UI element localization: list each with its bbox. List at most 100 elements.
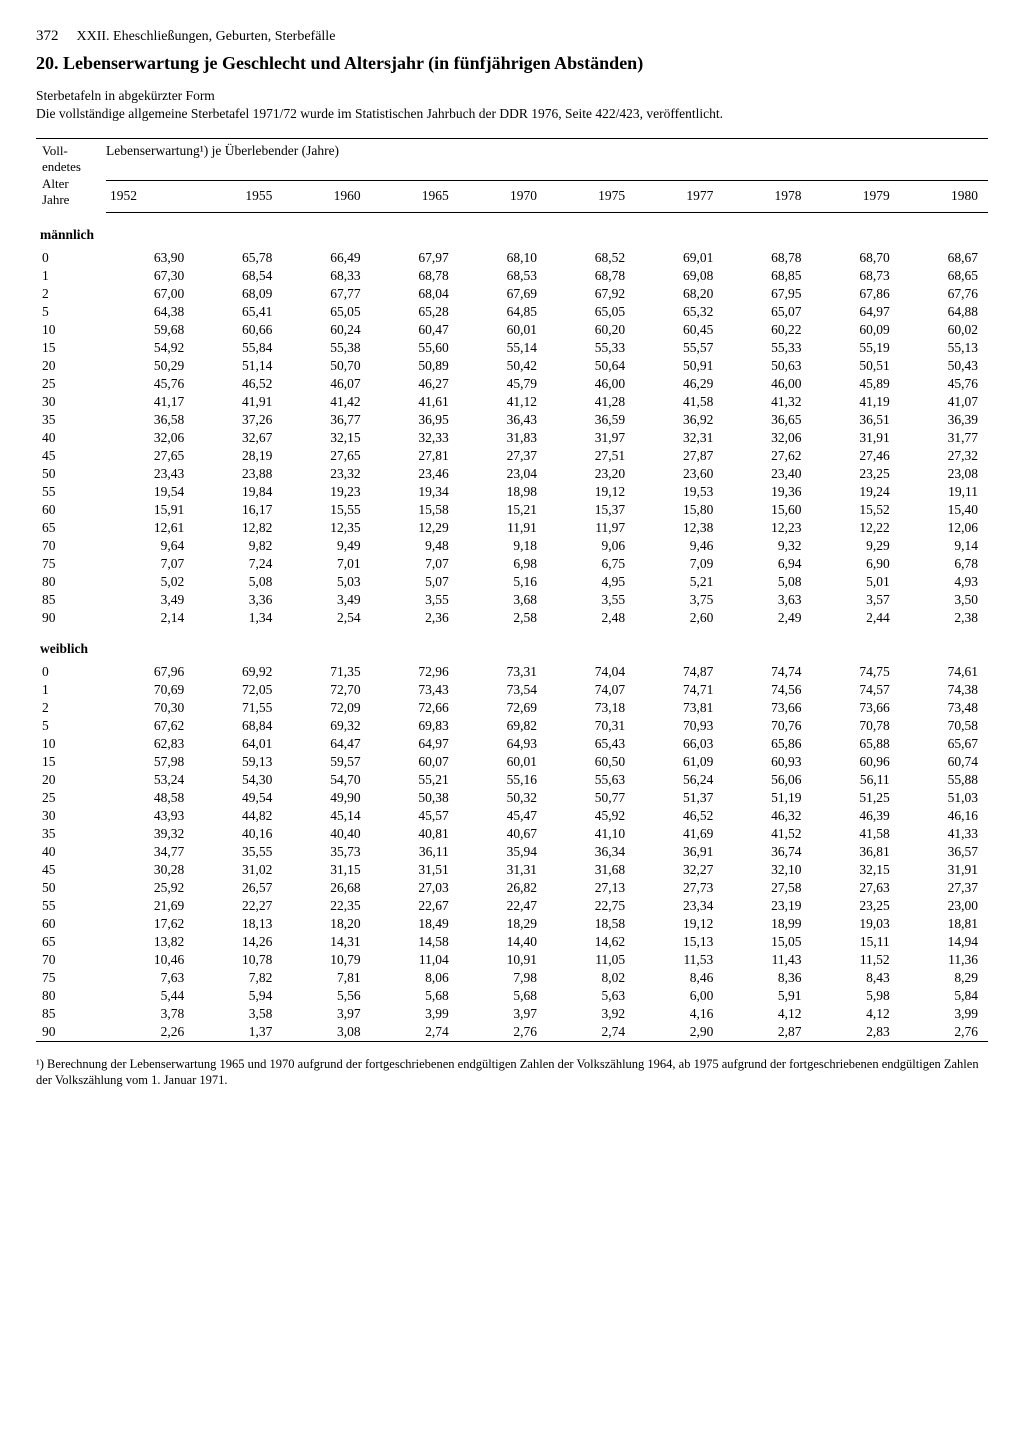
value-cell: 36,58 (106, 411, 194, 429)
table-row: 805,445,945,565,685,685,636,005,915,985,… (36, 987, 988, 1005)
year-header: 1977 (635, 180, 723, 212)
value-cell: 27,62 (723, 447, 811, 465)
value-cell: 59,13 (194, 753, 282, 771)
value-cell: 55,63 (547, 771, 635, 789)
value-cell: 64,97 (371, 735, 459, 753)
value-cell: 31,51 (371, 861, 459, 879)
age-cell: 20 (36, 771, 106, 789)
value-cell: 5,98 (812, 987, 900, 1005)
value-cell: 64,88 (900, 303, 988, 321)
age-cell: 70 (36, 537, 106, 555)
value-cell: 5,21 (635, 573, 723, 591)
value-cell: 71,35 (282, 663, 370, 681)
value-cell: 18,13 (194, 915, 282, 933)
value-cell: 55,16 (459, 771, 547, 789)
value-cell: 11,04 (371, 951, 459, 969)
section-label: männlich (36, 212, 988, 249)
value-cell: 5,08 (723, 573, 811, 591)
value-cell: 65,86 (723, 735, 811, 753)
value-cell: 6,00 (635, 987, 723, 1005)
value-cell: 31,31 (459, 861, 547, 879)
value-cell: 27,58 (723, 879, 811, 897)
year-header: 1965 (371, 180, 459, 212)
value-cell: 23,25 (812, 465, 900, 483)
value-cell: 19,12 (635, 915, 723, 933)
value-cell: 67,76 (900, 285, 988, 303)
value-cell: 41,28 (547, 393, 635, 411)
value-cell: 45,76 (900, 375, 988, 393)
year-header: 1955 (194, 180, 282, 212)
value-cell: 27,73 (635, 879, 723, 897)
value-cell: 62,83 (106, 735, 194, 753)
table-row: 3041,1741,9141,4241,6141,1241,2841,5841,… (36, 393, 988, 411)
year-header: 1975 (547, 180, 635, 212)
value-cell: 60,50 (547, 753, 635, 771)
value-cell: 50,43 (900, 357, 988, 375)
table-row: 2545,7646,5246,0746,2745,7946,0046,2946,… (36, 375, 988, 393)
value-cell: 74,71 (635, 681, 723, 699)
value-cell: 23,88 (194, 465, 282, 483)
table-row: 3043,9344,8245,1445,5745,4745,9246,5246,… (36, 807, 988, 825)
value-cell: 11,05 (547, 951, 635, 969)
value-cell: 31,91 (812, 429, 900, 447)
value-cell: 23,20 (547, 465, 635, 483)
value-cell: 72,66 (371, 699, 459, 717)
value-cell: 45,76 (106, 375, 194, 393)
value-cell: 54,70 (282, 771, 370, 789)
value-cell: 7,07 (106, 555, 194, 573)
value-cell: 67,95 (723, 285, 811, 303)
value-cell: 60,07 (371, 753, 459, 771)
value-cell: 39,32 (106, 825, 194, 843)
value-cell: 69,92 (194, 663, 282, 681)
value-cell: 14,58 (371, 933, 459, 951)
age-cell: 50 (36, 465, 106, 483)
age-cell: 85 (36, 591, 106, 609)
value-cell: 69,01 (635, 249, 723, 267)
value-cell: 2,49 (723, 609, 811, 627)
value-cell: 27,03 (371, 879, 459, 897)
value-cell: 34,77 (106, 843, 194, 861)
value-cell: 41,33 (900, 825, 988, 843)
section-label: weiblich (36, 627, 988, 663)
table-row: 267,0068,0967,7768,0467,6967,9268,2067,9… (36, 285, 988, 303)
value-cell: 46,16 (900, 807, 988, 825)
value-cell: 31,83 (459, 429, 547, 447)
age-cell: 2 (36, 699, 106, 717)
value-cell: 5,16 (459, 573, 547, 591)
value-cell: 3,57 (812, 591, 900, 609)
value-cell: 68,52 (547, 249, 635, 267)
value-cell: 15,55 (282, 501, 370, 519)
value-cell: 36,59 (547, 411, 635, 429)
value-cell: 32,15 (812, 861, 900, 879)
value-cell: 15,05 (723, 933, 811, 951)
value-cell: 5,07 (371, 573, 459, 591)
value-cell: 14,94 (900, 933, 988, 951)
age-cell: 35 (36, 825, 106, 843)
value-cell: 67,97 (371, 249, 459, 267)
value-cell: 50,91 (635, 357, 723, 375)
value-cell: 36,51 (812, 411, 900, 429)
value-cell: 51,37 (635, 789, 723, 807)
value-cell: 32,06 (723, 429, 811, 447)
value-cell: 12,82 (194, 519, 282, 537)
value-cell: 46,52 (194, 375, 282, 393)
value-cell: 71,55 (194, 699, 282, 717)
table-row: 067,9669,9271,3572,9673,3174,0474,8774,7… (36, 663, 988, 681)
value-cell: 41,10 (547, 825, 635, 843)
value-cell: 49,90 (282, 789, 370, 807)
value-cell: 5,44 (106, 987, 194, 1005)
value-cell: 10,46 (106, 951, 194, 969)
value-cell: 37,26 (194, 411, 282, 429)
value-cell: 50,29 (106, 357, 194, 375)
value-cell: 40,40 (282, 825, 370, 843)
value-cell: 23,19 (723, 897, 811, 915)
value-cell: 9,32 (723, 537, 811, 555)
value-cell: 72,70 (282, 681, 370, 699)
value-cell: 9,14 (900, 537, 988, 555)
age-cell: 2 (36, 285, 106, 303)
value-cell: 23,04 (459, 465, 547, 483)
value-cell: 3,50 (900, 591, 988, 609)
value-cell: 31,77 (900, 429, 988, 447)
value-cell: 18,98 (459, 483, 547, 501)
value-cell: 5,02 (106, 573, 194, 591)
